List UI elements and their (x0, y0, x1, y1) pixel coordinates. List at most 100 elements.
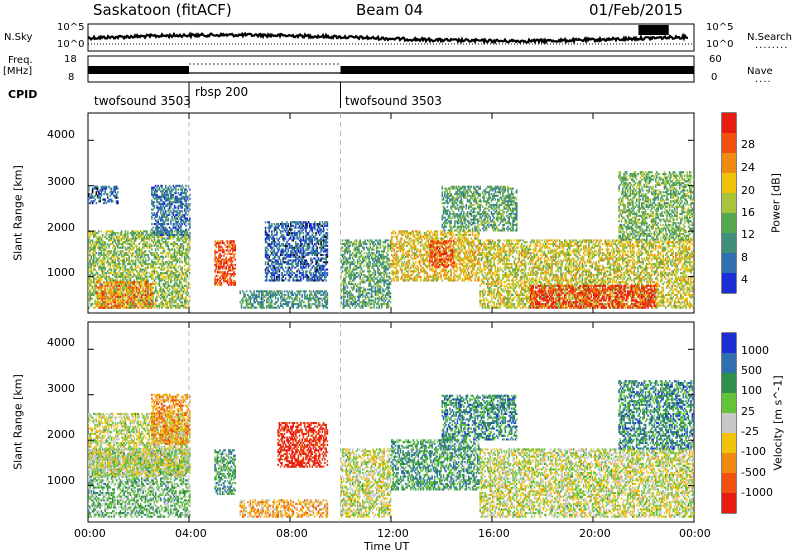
power-cbar-tick-24: 24 (741, 161, 755, 174)
velocity-cbar-tick-m100: -100 (741, 445, 766, 458)
xtick-1200: 12:00 (377, 527, 409, 540)
velocity-heatmap (88, 322, 694, 522)
noise-left-tick-bottom: 10^0 (57, 39, 84, 50)
velocity-ytick-3000: 3000 (47, 382, 75, 395)
velocity-ytick-1000: 1000 (47, 474, 75, 487)
power-region-13 (618, 171, 694, 240)
velocity-cbar-step (722, 393, 736, 413)
freq-unit: [MHz] (3, 66, 32, 77)
power-cbar-tick-20: 20 (741, 184, 755, 197)
power-ytick-4000: 4000 (47, 128, 75, 141)
cpid-segment-3: twofsound 3503 (345, 94, 442, 108)
velocity-ytick-4000: 4000 (47, 336, 75, 349)
velocity-cbar-step (722, 453, 736, 473)
nave-legend-line: .... (755, 74, 772, 85)
velocity-cbar-tick-500: 500 (741, 364, 762, 377)
power-cbar-tick-12: 12 (741, 228, 755, 241)
cpid-segment-2: rbsp 200 (195, 85, 248, 99)
power-cbar-step (722, 133, 736, 153)
velocity-region-6 (341, 448, 392, 517)
velocity-cbar-step (722, 433, 736, 453)
power-cbar-tick-8: 8 (741, 251, 748, 264)
cpid-segment-1: twofsound 3503 (94, 94, 191, 108)
power-ytick-2000: 2000 (47, 221, 75, 234)
x-axis-label: Time UT (364, 540, 409, 553)
power-region-4 (214, 240, 236, 286)
velocity-cbar-step (722, 333, 736, 353)
velocity-region-7 (391, 439, 480, 490)
power-cbar-step (722, 213, 736, 233)
frequency-traces (88, 64, 694, 74)
power-ytick-3000: 3000 (47, 175, 75, 188)
xtick-2000: 20:00 (579, 527, 611, 540)
velocity-cbar-step (722, 473, 736, 493)
noise-right-tick-top: 10^5 (706, 22, 733, 33)
velocity-ylabel: Slant Range [km] (12, 374, 25, 470)
power-cbar-step (722, 193, 736, 213)
velocity-cbar-tick-m1000: -1000 (741, 486, 773, 499)
cpid-label: CPID (8, 88, 37, 101)
noise-right-tick-bottom: 10^0 (706, 39, 733, 50)
nsky-label: N.Sky (4, 32, 32, 43)
date-title: 01/Feb/2015 (589, 1, 683, 19)
power-cbar-step (722, 233, 736, 253)
freq-bar-segment-3 (341, 66, 695, 74)
velocity-region-5 (277, 422, 328, 468)
freq-label: Freq. (8, 55, 33, 66)
velocity-cbar-tick-m25: -25 (741, 425, 759, 438)
velocity-cbar-tick-m500: -500 (741, 466, 766, 479)
nave-tick-top: 60 (709, 54, 722, 65)
xtick-1600: 16:00 (478, 527, 510, 540)
freq-bar-segment-1 (88, 66, 189, 74)
power-cbar-label: Power [dB] (770, 173, 783, 233)
nave-tick-bottom: 0 (711, 72, 717, 83)
power-region-7 (341, 239, 392, 308)
velocity-region-10 (618, 380, 694, 449)
freq-tick-bottom: 8 (68, 72, 74, 83)
power-ylabel: Slant Range [km] (12, 165, 25, 261)
freq-tick-top: 18 (64, 54, 77, 65)
nsky-line (88, 34, 688, 43)
velocity-cbar-tick-1000: 1000 (741, 344, 769, 357)
noise-lines (88, 25, 694, 44)
power-region-6 (265, 221, 328, 281)
power-cbar-step (722, 113, 736, 133)
velocity-ytick-2000: 2000 (47, 428, 75, 441)
xtick-0800: 08:00 (276, 527, 308, 540)
xtick-0400: 04:00 (175, 527, 207, 540)
velocity-region-4 (240, 499, 329, 517)
power-heatmap (88, 113, 694, 313)
velocity-cbar-tick-100: 100 (741, 384, 762, 397)
noise-left-tick-top: 10^5 (57, 22, 84, 33)
nsky-high-burst (638, 25, 668, 35)
velocity-cbar-step (722, 493, 736, 513)
velocity-cbar-step (722, 373, 736, 393)
colorbars (722, 113, 736, 513)
power-cbar-step (722, 253, 736, 273)
xtick-0000: 00:00 (74, 527, 106, 540)
power-region-12 (442, 186, 518, 232)
power-cbar-step (722, 173, 736, 193)
velocity-cbar-step (722, 413, 736, 433)
velocity-region-3 (214, 449, 236, 495)
power-cbar-tick-28: 28 (741, 138, 755, 151)
power-cbar-tick-4: 4 (741, 273, 748, 286)
station-title: Saskatoon (fitACF) (93, 1, 232, 19)
velocity-region-9 (442, 395, 518, 441)
velocity-region-8 (479, 448, 694, 517)
velocity-cbar-tick-25: 25 (741, 405, 755, 418)
power-region-3 (88, 186, 119, 205)
power-region-2 (151, 185, 190, 236)
noise-panel-frame (88, 24, 694, 51)
velocity-cbar-label: Velocity [m s^-1] (772, 375, 785, 470)
power-cbar-step (722, 153, 736, 173)
power-cbar-tick-16: 16 (741, 206, 755, 219)
velocity-cbar-step (722, 353, 736, 373)
power-ytick-1000: 1000 (47, 266, 75, 279)
power-cbar-step (722, 273, 736, 293)
xtick-2400: 00:00 (679, 527, 711, 540)
beam-title: Beam 04 (356, 1, 423, 19)
nsearch-legend-line: ........ (755, 40, 788, 51)
power-region-5 (240, 290, 329, 308)
